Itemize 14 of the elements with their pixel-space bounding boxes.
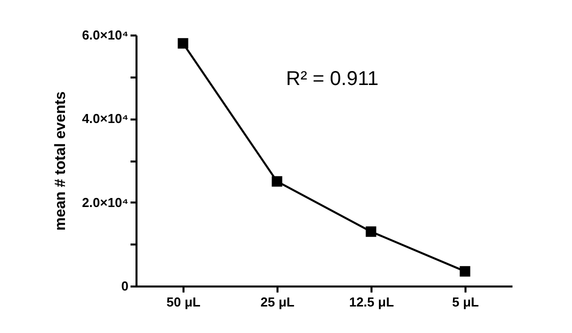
point [460, 266, 470, 277]
annotation: R² = 0.911 [286, 68, 378, 90]
y-tick-label: 2.0×10⁴ [82, 194, 128, 210]
y-axis-title: mean # total events [52, 91, 69, 231]
point [178, 38, 188, 49]
y-tick-label: 0 [121, 278, 128, 294]
x-tick-label: 12.5 μL [349, 294, 394, 310]
point [366, 226, 376, 237]
point [272, 176, 282, 187]
y-tick-label: 4.0×10⁴ [82, 111, 128, 126]
x-tick-label: 25 μL [260, 294, 295, 310]
x-tick-label: 5 μL [452, 294, 479, 310]
y-tick-label: 6.0×10⁴ [82, 28, 128, 42]
x-tick-label: 50 μL [166, 294, 201, 310]
